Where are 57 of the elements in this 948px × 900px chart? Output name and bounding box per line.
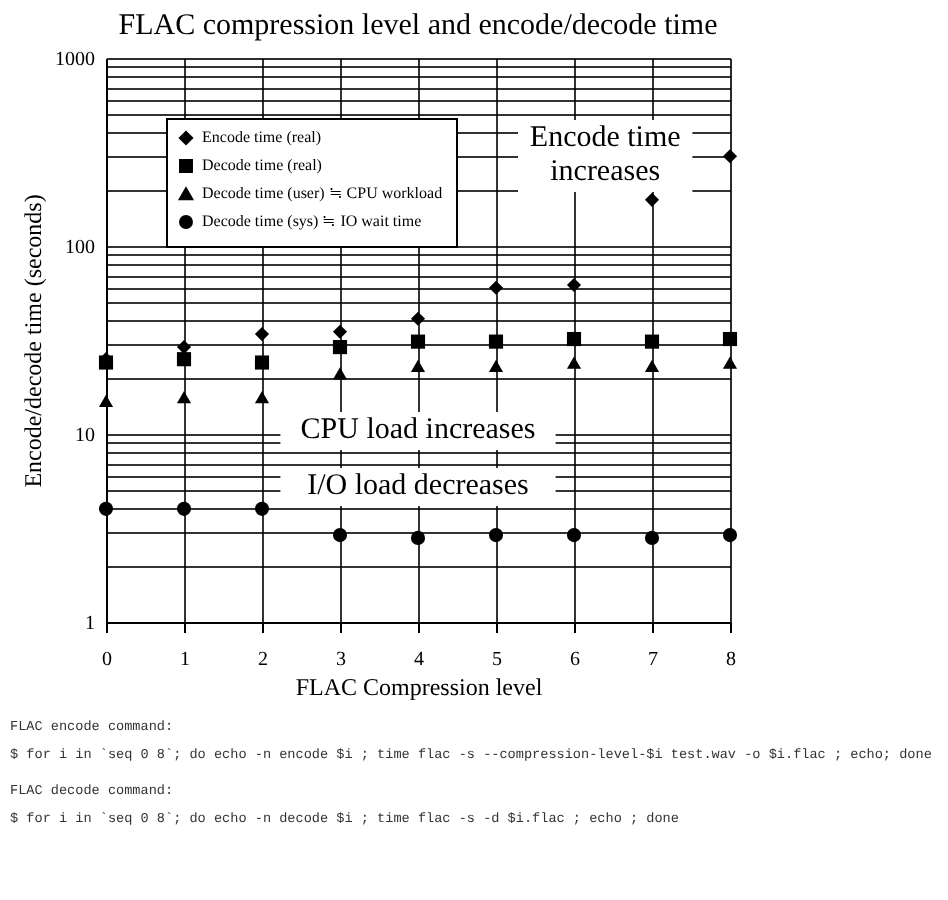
- point: [488, 280, 504, 295]
- point: [254, 327, 270, 342]
- x-tick-label: 8: [726, 649, 736, 671]
- point: [332, 528, 348, 543]
- point: [644, 192, 660, 207]
- x-tick-label: 6: [570, 649, 580, 671]
- y-tick-label: 100: [65, 237, 95, 259]
- legend-label: Decode time (real): [202, 156, 323, 174]
- point: [722, 149, 738, 164]
- point: [644, 530, 660, 545]
- legend-label: Decode time (user) ≒ CPU workload: [202, 184, 443, 202]
- point: [332, 367, 348, 380]
- point: [644, 359, 660, 373]
- point: [254, 355, 270, 370]
- point: [176, 340, 192, 355]
- x-tick-label: 2: [258, 649, 268, 671]
- x-tick-label: 4: [414, 649, 424, 671]
- point: [722, 528, 738, 543]
- point: [410, 359, 426, 373]
- point: [722, 331, 738, 347]
- point: [98, 501, 114, 516]
- point: [410, 530, 426, 545]
- point: [254, 391, 270, 404]
- annotation: I/O load decreases: [307, 470, 530, 502]
- legend-label: Encode time (real): [202, 128, 322, 146]
- point: [332, 324, 348, 339]
- point: [176, 501, 192, 516]
- point: [176, 352, 192, 367]
- point: [176, 391, 192, 404]
- point: [488, 359, 504, 373]
- y-tick-label: 10: [75, 425, 95, 447]
- point: [566, 277, 582, 293]
- point: [332, 340, 348, 355]
- y-tick-label: 1000: [55, 49, 95, 71]
- y-axis-title: Encode/decode time (seconds): [19, 194, 47, 488]
- point: [722, 356, 738, 369]
- annotation: Encode time increases: [529, 122, 682, 188]
- point: [254, 501, 270, 516]
- x-axis-title: FLAC Compression level: [295, 673, 544, 701]
- point: [566, 528, 582, 543]
- point: [488, 334, 504, 349]
- y-tick-label: 1: [85, 613, 95, 635]
- x-tick-label: 5: [492, 649, 502, 671]
- annotation: CPU load increases: [300, 414, 536, 446]
- point: [644, 334, 660, 349]
- x-tick-label: 3: [336, 649, 346, 671]
- point: [98, 394, 114, 408]
- point: [566, 356, 582, 369]
- point: [410, 311, 426, 326]
- chart-title: FLAC compression level and encode/decode time: [118, 10, 719, 42]
- legend-label: Decode time (sys) ≒ IO wait time: [202, 212, 423, 230]
- x-tick-label: 1: [180, 649, 190, 671]
- point: [410, 334, 426, 349]
- x-tick-label: 0: [102, 649, 112, 671]
- point: [488, 528, 504, 543]
- x-tick-label: 7: [648, 649, 658, 671]
- point: [566, 331, 582, 347]
